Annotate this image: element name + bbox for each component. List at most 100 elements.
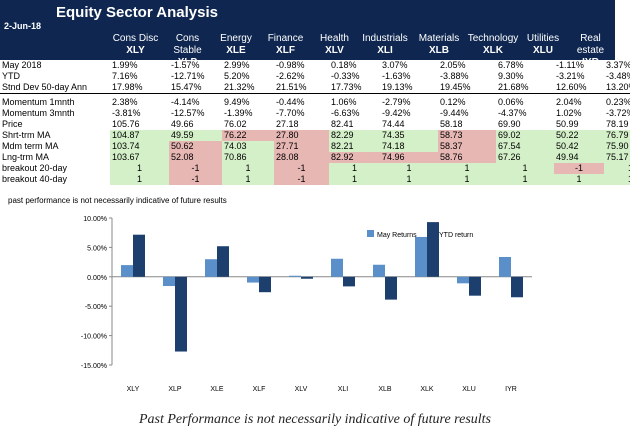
table-cell: 49.59 xyxy=(169,130,222,141)
table-cell: 82.92 xyxy=(329,152,380,163)
table-cell: 58.73 xyxy=(438,130,496,141)
table-row: Mdm term MA 103.74 50.62 74.03 27.71 82.21 74.… xyxy=(0,141,630,152)
table-cell: 58.37 xyxy=(438,141,496,152)
table-cell: 50.99 xyxy=(556,119,579,129)
table-cell: 69.90 xyxy=(498,119,521,129)
x-tick-label: XLY xyxy=(127,386,140,393)
disclaimer-note: past performance is not necessarily indi… xyxy=(8,196,227,205)
row-label: breakout 40-day xyxy=(2,174,68,184)
table-cell: 2.05% xyxy=(440,60,466,70)
legend-label: May Returns xyxy=(377,232,417,239)
table-cell: 74.03 xyxy=(222,141,274,152)
row-label: Momentum 3mnth xyxy=(2,108,75,118)
bar-may xyxy=(373,264,385,277)
table-cell: 74.44 xyxy=(382,119,405,129)
column-header: Health XLV xyxy=(311,33,358,57)
table-cell: 49.94 xyxy=(554,152,604,163)
bar-may xyxy=(163,276,175,287)
table-row: Price 105.76 49.66 76.02 27.18 82.41 74.44 58.1… xyxy=(0,119,630,130)
table-cell: 76.79 xyxy=(604,130,630,141)
table-cell: 1 xyxy=(329,174,380,185)
table-cell: -3.21% xyxy=(556,71,585,81)
table-cell: 82.21 xyxy=(329,141,380,152)
table-cell: 27.18 xyxy=(276,119,299,129)
table-cell: -4.37% xyxy=(498,108,527,118)
table-cell: 1.02% xyxy=(556,108,582,118)
column-ticker: XLK xyxy=(483,45,503,56)
bar-may xyxy=(415,236,427,277)
column-ticker: XLU xyxy=(533,45,553,56)
column-header: Materials XLB xyxy=(412,33,466,57)
table-row: Lng-trm MA 103.67 52.08 70.86 28.08 82.92 74.9… xyxy=(0,152,630,163)
table-cell: -3.88% xyxy=(440,71,469,81)
table-cell: 0.23% xyxy=(606,97,630,107)
table-cell: -1 xyxy=(274,174,329,185)
table-cell: -4.14% xyxy=(171,97,200,107)
bar-ytd xyxy=(259,276,271,293)
row-label: YTD xyxy=(2,71,20,81)
x-tick-label: XLV xyxy=(295,386,308,393)
table-cell: 3.07% xyxy=(382,60,408,70)
table-cell: 74.18 xyxy=(380,141,438,152)
table-cell: 75.90 xyxy=(604,141,630,152)
table-cell: 67.26 xyxy=(496,152,554,163)
column-ticker: XLP xyxy=(177,57,198,68)
table-row: Momentum 1mnth 2.38% -4.14% 9.49% -0.44% 1.06… xyxy=(0,97,630,108)
table-cell: 1.99% xyxy=(112,60,138,70)
table-cell: 1 xyxy=(110,163,169,174)
table-cell: -2.62% xyxy=(276,71,305,81)
table-cell: 69.02 xyxy=(496,130,554,141)
column-ticker: XLY xyxy=(126,45,145,56)
table-cell: 15.47% xyxy=(171,82,202,92)
table-cell: 1 xyxy=(496,163,554,174)
bar-ytd xyxy=(217,246,229,277)
table-cell: -12.57% xyxy=(171,108,205,118)
column-ticker: XLE xyxy=(226,45,246,56)
bar-may xyxy=(247,276,259,283)
table-cell: 28.08 xyxy=(274,152,329,163)
table-cell: 5.20% xyxy=(224,71,250,81)
table-cell: 74.96 xyxy=(380,152,438,163)
table-cell: 0.06% xyxy=(498,97,524,107)
table-cell: 1 xyxy=(222,174,274,185)
table-cell: 50.62 xyxy=(169,141,222,152)
table-row: YTD 7.16% -12.71% 5.20% -2.62% -0.33% -1.63% -3… xyxy=(0,71,630,82)
x-tick-label: XLE xyxy=(210,386,224,393)
table-cell: -12.71% xyxy=(171,71,205,81)
table-cell: 104.87 xyxy=(110,130,169,141)
column-name: Energy xyxy=(220,33,252,44)
header-banner: 2-Jun-18 Equity Sector Analysis Cons Dis… xyxy=(0,0,615,68)
table-cell: 1 xyxy=(604,163,630,174)
column-ticker: XLB xyxy=(429,45,449,56)
bar-ytd xyxy=(175,276,187,352)
table-cell: -0.33% xyxy=(331,71,360,81)
table-cell: 9.49% xyxy=(224,97,250,107)
table-cell: 52.08 xyxy=(169,152,222,163)
x-tick-label: XLF xyxy=(253,386,266,393)
table-cell: 0.12% xyxy=(440,97,466,107)
table-cell: 19.13% xyxy=(382,82,413,92)
technicals-table: Momentum 1mnth 2.38% -4.14% 9.49% -0.44% 1.06… xyxy=(0,97,630,185)
row-label: May 2018 xyxy=(2,60,42,70)
table-cell: 1 xyxy=(496,174,554,185)
returns-bar-chart: 10.00% 5.00% 0.00% -5.00% -10.00% -15.00% XLY X… xyxy=(81,216,532,393)
table-row: May 2018 1.99% -1.57% 2.99% -0.98% 0.18% 3.07%… xyxy=(0,60,630,71)
column-name: Industrials xyxy=(362,33,408,44)
table-cell: 27.80 xyxy=(274,130,329,141)
table-cell: 76.22 xyxy=(222,130,274,141)
column-header: Technology XLK xyxy=(466,33,520,57)
column-ticker: XLI xyxy=(377,45,393,56)
legend-label: YTD return xyxy=(439,232,473,239)
table-cell: -1 xyxy=(169,174,222,185)
y-tick-label: -10.00% xyxy=(81,334,107,341)
y-tick-label: -5.00% xyxy=(85,304,107,311)
table-cell: -3.72% xyxy=(606,108,630,118)
table-row: Stnd Dev 50-day Ann 17.98% 15.47% 21.32% 21.… xyxy=(0,82,630,94)
y-tick-label: 10.00% xyxy=(83,216,107,223)
row-label: Stnd Dev 50-day Ann xyxy=(2,82,88,92)
table-cell: -9.42% xyxy=(382,108,411,118)
column-name: Cons Stable xyxy=(173,33,202,56)
table-cell: 21.32% xyxy=(224,82,255,92)
legend-swatch xyxy=(429,230,436,237)
